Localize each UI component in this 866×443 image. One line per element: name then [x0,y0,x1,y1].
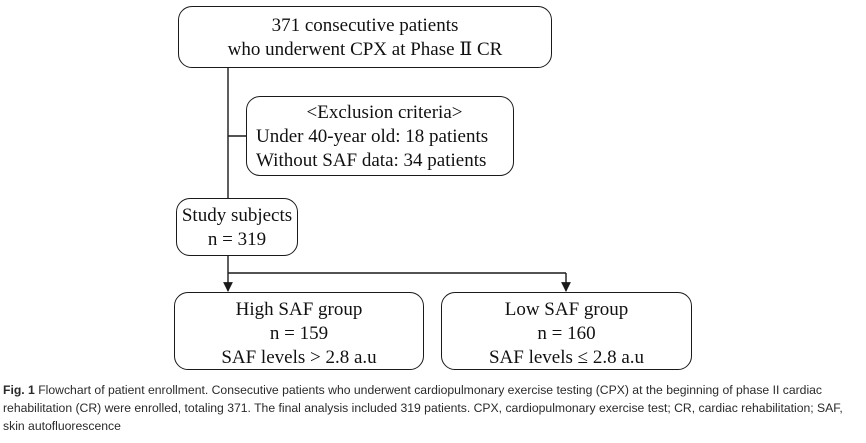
box-consecutive-patients: 371 consecutive patients who underwent C… [178,6,552,68]
study-line2: n = 319 [207,229,267,250]
low-line2: n = 160 [537,323,596,344]
figure-label: Fig. 1 [3,383,35,397]
exclusion-line1: Under 40-year old: 18 patients [256,126,489,147]
box-exclusion-criteria: <Exclusion criteria> Under 40-year old: … [246,96,514,176]
study-line1: Study subjects [181,205,293,226]
box-top-line2: who underwent CPX at Phase Ⅱ CR [227,39,503,60]
box-top-line1: 371 consecutive patients [271,15,459,36]
low-line1: Low SAF group [504,299,629,320]
high-line3: SAF levels > 2.8 a.u [221,347,377,368]
exclusion-line2: Without SAF data: 34 patients [256,150,487,171]
high-line2: n = 159 [269,323,329,344]
figure-caption-text: Flowchart of patient enrollment. Consecu… [3,383,843,433]
exclusion-title: <Exclusion criteria> [306,102,463,123]
low-line3: SAF levels ≤ 2.8 a.u [488,347,645,368]
high-line1: High SAF group [235,299,363,320]
box-study-subjects: Study subjects n = 319 [176,198,298,256]
box-low-saf-group: Low SAF group n = 160 SAF levels ≤ 2.8 a… [441,292,692,370]
figure-caption: Fig. 1 Flowchart of patient enrollment. … [3,381,863,435]
box-high-saf-group: High SAF group n = 159 SAF levels > 2.8 … [174,292,424,370]
